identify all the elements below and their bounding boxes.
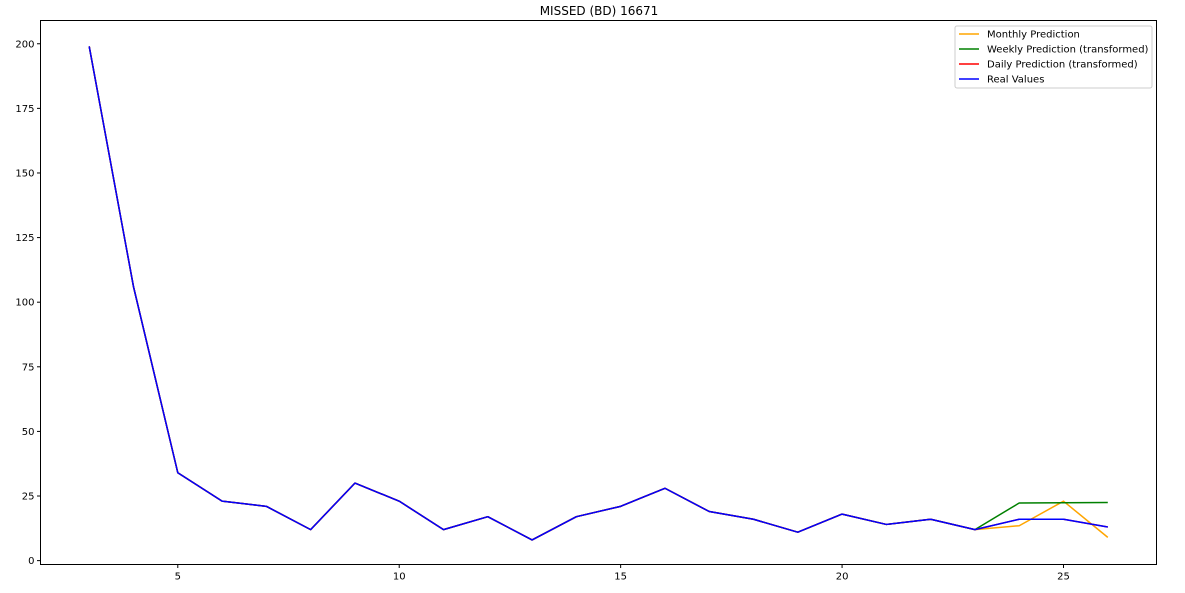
y-tick-label: 150 [15,168,34,179]
x-tick-label: 20 [836,572,849,583]
chart-title: MISSED (BD) 16671 [540,4,659,18]
y-tick-label: 100 [15,298,34,309]
series-line-daily-prediction-transformed [88,46,1108,541]
x-tick-label: 25 [1057,572,1070,583]
series-line-weekly-prediction-transformed [88,46,1108,541]
y-tick-label: 75 [22,362,35,373]
y-tick-label: 200 [15,39,34,50]
legend-label-monthly-prediction: Monthly Prediction [987,30,1080,41]
x-axis: 5 10 15 20 25 [175,564,1070,583]
legend: Monthly Prediction Weekly Prediction (tra… [954,25,1153,89]
series-line-real-values [88,46,1108,541]
series-layer [88,46,1109,541]
legend-box [954,25,1153,89]
legend-label-daily-prediction-transformed: Daily Prediction (transformed) [987,60,1138,71]
legend-label-weekly-prediction-transformed: Weekly Prediction (transformed) [987,45,1149,56]
y-tick-label: 0 [28,556,34,567]
y-tick-label: 125 [15,233,34,244]
x-tick-label: 15 [614,572,627,583]
series-line-monthly-prediction [88,46,1109,541]
y-tick-label: 50 [22,427,35,438]
x-tick-label: 10 [393,572,406,583]
legend-label-real-values: Real Values [987,75,1044,86]
x-tick-label: 5 [175,572,181,583]
y-tick-label: 175 [15,104,34,115]
plot-frame [40,20,1157,565]
y-axis: 0 25 50 75 100 125 150 175 200 [15,39,41,567]
y-tick-label: 25 [22,492,35,503]
